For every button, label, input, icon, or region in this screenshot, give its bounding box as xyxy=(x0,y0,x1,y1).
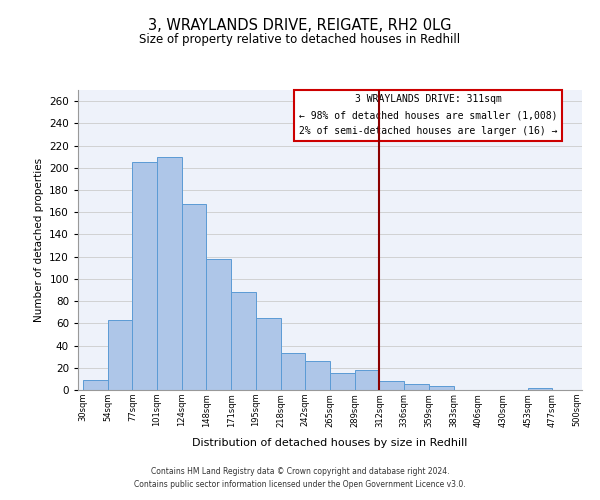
Bar xyxy=(429,386,454,390)
Bar xyxy=(355,370,379,390)
Bar xyxy=(231,292,256,390)
Y-axis label: Number of detached properties: Number of detached properties xyxy=(34,158,44,322)
Bar xyxy=(107,320,133,390)
Bar xyxy=(379,381,404,390)
Bar xyxy=(157,156,182,390)
Bar xyxy=(404,384,429,390)
Text: Contains public sector information licensed under the Open Government Licence v3: Contains public sector information licen… xyxy=(134,480,466,489)
Bar xyxy=(133,162,157,390)
Bar xyxy=(256,318,281,390)
Text: Contains HM Land Registry data © Crown copyright and database right 2024.: Contains HM Land Registry data © Crown c… xyxy=(151,467,449,476)
Bar xyxy=(305,361,330,390)
Text: Distribution of detached houses by size in Redhill: Distribution of detached houses by size … xyxy=(193,438,467,448)
Text: 3 WRAYLANDS DRIVE: 311sqm
← 98% of detached houses are smaller (1,008)
2% of sem: 3 WRAYLANDS DRIVE: 311sqm ← 98% of detac… xyxy=(299,94,557,136)
Bar xyxy=(182,204,206,390)
Bar xyxy=(330,374,355,390)
Bar xyxy=(281,354,305,390)
Text: 3, WRAYLANDS DRIVE, REIGATE, RH2 0LG: 3, WRAYLANDS DRIVE, REIGATE, RH2 0LG xyxy=(148,18,452,32)
Bar xyxy=(206,259,231,390)
Bar xyxy=(83,380,107,390)
Text: Size of property relative to detached houses in Redhill: Size of property relative to detached ho… xyxy=(139,32,461,46)
Bar xyxy=(527,388,553,390)
